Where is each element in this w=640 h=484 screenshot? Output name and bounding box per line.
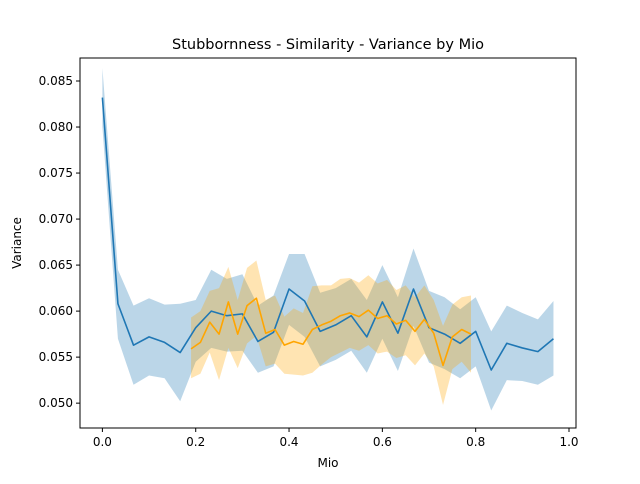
- y-tick-label: 0.085: [39, 74, 73, 88]
- y-tick-label: 0.055: [39, 350, 73, 364]
- y-tick-label: 0.080: [39, 120, 73, 134]
- confidence-band-1: [191, 260, 472, 405]
- y-axis-label: Variance: [10, 217, 24, 269]
- y-tick-label: 0.075: [39, 166, 73, 180]
- x-tick-label: 0.4: [279, 435, 298, 449]
- x-tick-label: 0.2: [186, 435, 205, 449]
- chart-title: Stubbornness - Similarity - Variance by …: [172, 37, 484, 53]
- y-tick-label: 0.065: [39, 258, 73, 272]
- plot-area: [101, 68, 554, 411]
- x-axis-label: Mio: [317, 456, 338, 470]
- y-tick-label: 0.050: [39, 396, 73, 410]
- axes-frame: [79, 57, 577, 429]
- x-tick-label: 0.6: [373, 435, 392, 449]
- y-tick-label: 0.070: [39, 212, 73, 226]
- series-line-1: [190, 297, 472, 367]
- series-line-0: [101, 97, 554, 371]
- x-tick-label: 0.8: [466, 435, 485, 449]
- y-tick-label: 0.060: [39, 304, 73, 318]
- x-tick-label: 0.0: [93, 435, 112, 449]
- x-tick-label: 1.0: [559, 435, 578, 449]
- y-axis: 0.050 0.055 0.060 0.065 0.070 0.075 0.080 0.085: [39, 74, 80, 410]
- confidence-band-0: [102, 68, 554, 411]
- x-axis: 0.0 0.2 0.4 0.6 0.8 1.0: [93, 428, 579, 449]
